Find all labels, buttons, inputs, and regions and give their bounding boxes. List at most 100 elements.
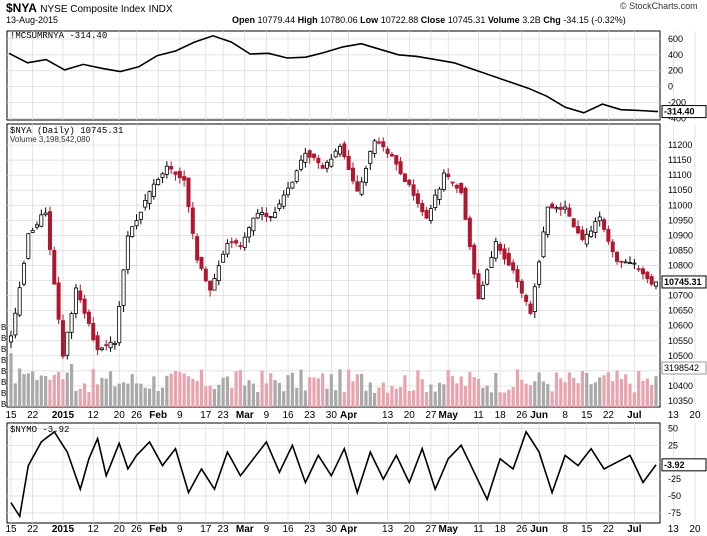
x-tick-label-bottom: 13 <box>668 524 680 535</box>
x-tick-label: 9 <box>264 410 270 421</box>
volume-axis-label: B <box>1 400 6 409</box>
candle-body <box>13 312 18 336</box>
candle-body <box>52 249 57 285</box>
candle-body <box>247 227 252 238</box>
volume-bar <box>446 369 450 407</box>
candle-body <box>524 295 529 302</box>
x-tick-label-bottom: 9 <box>264 524 270 535</box>
volume-value: 3.2B <box>522 15 541 25</box>
close-label: Close <box>420 15 446 25</box>
volume-bar <box>563 382 567 407</box>
volume-bar <box>35 379 39 407</box>
candle-body <box>394 155 399 165</box>
candle-body <box>593 221 598 233</box>
volume-bar <box>541 381 546 407</box>
candle-body <box>147 191 152 204</box>
volume-bar <box>52 374 56 407</box>
volume-bar <box>212 389 217 407</box>
candle-body <box>130 226 135 237</box>
watermark: © StockCharts.com <box>620 1 698 11</box>
candle-body <box>515 269 520 283</box>
candle-body <box>528 303 533 314</box>
candle-body <box>489 256 494 268</box>
volume-bar <box>61 379 65 407</box>
volume-bar <box>394 388 398 407</box>
candle-body <box>316 157 321 164</box>
volume-bar <box>442 384 446 407</box>
nymo-last-value: -3.92 <box>664 460 685 470</box>
candle-body <box>532 286 537 312</box>
volume-bar <box>377 387 381 407</box>
candle-body <box>303 152 308 163</box>
candle-body <box>277 203 282 209</box>
candle-body <box>485 269 490 285</box>
volume-bar <box>39 375 43 407</box>
candle-body <box>34 224 39 228</box>
volume-axis-label: B <box>1 389 6 398</box>
x-tick-label: May <box>438 410 458 421</box>
candle-body <box>156 179 161 186</box>
x-tick-label-bottom: 9 <box>177 524 183 535</box>
x-tick-label: 9 <box>177 410 183 421</box>
x-tick-label-bottom: 15 <box>581 524 593 535</box>
volume-bar <box>329 374 333 407</box>
x-tick-label: 22 <box>603 410 615 421</box>
nya-y-tick-label: 11200 <box>668 140 692 150</box>
volume-bar <box>247 380 251 407</box>
volume-bar <box>139 383 143 407</box>
nya-panel-title: $NYA (Daily) 10745.31 <box>10 126 123 136</box>
candle-body <box>628 262 633 265</box>
candle-body <box>260 212 265 215</box>
candle-body <box>173 171 178 175</box>
volume-bar <box>277 382 281 407</box>
candle-body <box>195 236 200 261</box>
ohlc-summary: Open 10779.44 High 10780.06 Low 10722.88… <box>232 15 626 25</box>
volume-bar <box>26 373 30 407</box>
candle-body <box>299 159 304 170</box>
x-tick-label: 13 <box>668 410 680 421</box>
high-value: 10780.06 <box>320 15 358 25</box>
volume-bar <box>351 381 355 407</box>
nymo-last-value-box <box>661 458 707 472</box>
volume-bar <box>91 369 95 407</box>
open-value: 10779.44 <box>257 15 296 25</box>
volume-bar <box>160 387 165 407</box>
volume-bar <box>407 390 411 407</box>
volume-bar <box>100 377 104 407</box>
nya-y-tick-label: 11100 <box>668 170 692 180</box>
volume-bar <box>416 370 420 407</box>
x-tick-label: 15 <box>581 410 593 421</box>
candle-body <box>203 268 208 282</box>
volume-bar <box>169 373 173 407</box>
candle-body <box>576 226 581 234</box>
candle-body <box>56 282 61 320</box>
volume-bar <box>204 386 208 407</box>
sum-y-tick-label: 0 <box>668 82 673 92</box>
candle-body <box>350 167 355 182</box>
volume-bar <box>485 385 489 407</box>
volume-bar <box>347 369 351 407</box>
volume-bar <box>338 369 342 407</box>
candle-body <box>545 206 550 235</box>
volume-bar <box>173 370 178 407</box>
x-tick-label-bottom: 11 <box>473 524 484 535</box>
candle-body <box>372 140 377 154</box>
volume-bar <box>598 377 602 407</box>
candle-body <box>8 335 13 343</box>
sum-last-value: -314.40 <box>664 107 695 117</box>
candle-body <box>177 170 182 179</box>
candle-body <box>584 233 589 245</box>
candle-body <box>645 271 650 280</box>
x-tick-label-bottom: 27 <box>425 524 437 535</box>
candle-body <box>86 311 91 324</box>
volume-bar <box>360 373 364 407</box>
candle-body <box>39 214 44 227</box>
x-tick-label-bottom: May <box>438 524 458 535</box>
volume-bar <box>269 373 273 407</box>
x-tick-label: 20 <box>114 410 126 421</box>
volume-bar <box>195 380 199 407</box>
nya-y-tick-label: 10900 <box>668 230 693 240</box>
x-tick-label-bottom: 17 <box>200 524 212 535</box>
nya-y-tick-label: 10800 <box>668 261 693 271</box>
candle-body <box>151 183 156 197</box>
